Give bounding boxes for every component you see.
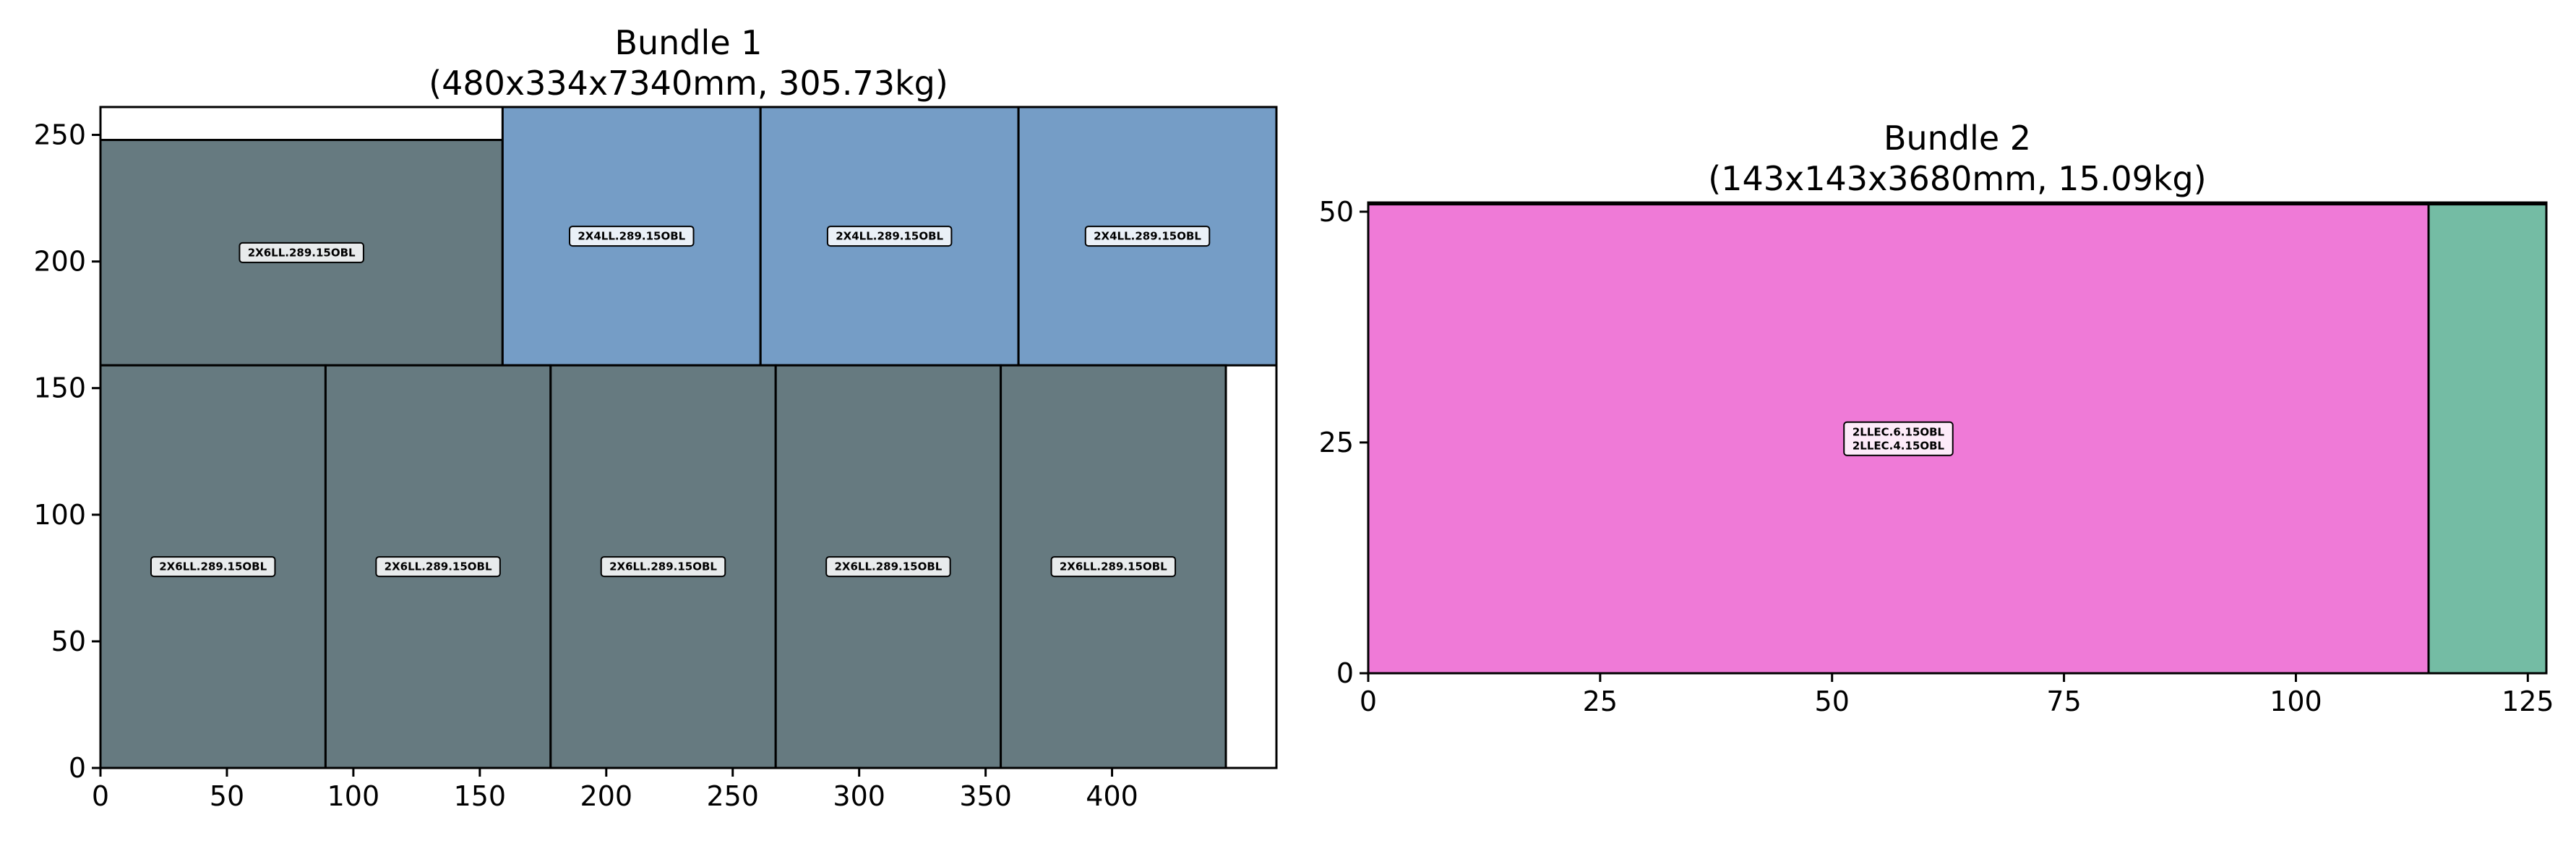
- item-label: 2X6LL.289.15OBL: [609, 560, 717, 573]
- chart-title: Bundle 2: [1884, 119, 2031, 158]
- x-tick-label: 150: [454, 780, 507, 812]
- x-tick-label: 75: [2046, 686, 2081, 717]
- x-tick-label: 0: [1360, 686, 1377, 717]
- y-tick-label: 250: [33, 119, 86, 151]
- x-tick-label: 100: [327, 780, 380, 812]
- chart-subtitle: (480x334x7340mm, 305.73kg): [429, 64, 948, 103]
- item-label: 2X4LL.289.15OBL: [1094, 230, 1201, 243]
- x-tick-label: 25: [1583, 686, 1618, 717]
- item-label: 2X6LL.289.15OBL: [1060, 560, 1167, 573]
- x-tick-label: 400: [1086, 780, 1138, 812]
- item-label: 2X4LL.289.15OBL: [578, 230, 685, 243]
- item-label: 2X4LL.289.15OBL: [836, 230, 943, 243]
- item-label-box: [826, 226, 953, 247]
- y-tick-label: 100: [33, 499, 86, 531]
- packed-item-rect: [2427, 203, 2548, 675]
- x-tick-label: 200: [580, 780, 633, 812]
- chart-1: 2X6LL.289.15OBL 2X4LL.289.15OBL 2X4LL.289.…: [33, 23, 1278, 812]
- x-tick-label: 300: [833, 780, 885, 812]
- x-tick-label: 100: [2270, 686, 2322, 717]
- item-label: 2X6LL.289.15OBL: [834, 560, 942, 573]
- item-label-box: [375, 556, 501, 578]
- y-tick-label: 150: [33, 372, 86, 404]
- y-tick-label: 0: [69, 752, 86, 784]
- y-tick-label: 50: [51, 626, 86, 657]
- item-label: 2X6LL.289.15OBL: [159, 560, 267, 573]
- item-label-box: [1050, 556, 1177, 578]
- x-tick-label: 50: [210, 780, 244, 812]
- x-tick-label: 0: [92, 780, 109, 812]
- chart-title: Bundle 1: [614, 23, 762, 62]
- item-label-box: [569, 226, 695, 247]
- item-label-box: [1843, 421, 1954, 456]
- axes-frame: [99, 106, 1278, 769]
- item-label: 2X6LL.289.15OBL: [248, 246, 356, 259]
- axes-frame: [1367, 201, 2548, 675]
- y-tick-label: 0: [1336, 657, 1354, 689]
- item-label-box: [150, 556, 276, 578]
- item-label: 2LLEC.4.15OBL: [1852, 439, 1945, 452]
- y-tick-label: 25: [1319, 427, 1354, 458]
- y-tick-label: 200: [33, 246, 86, 278]
- item-label-box: [600, 556, 726, 578]
- x-tick-label: 125: [2502, 686, 2554, 717]
- item-label-box: [825, 556, 951, 578]
- item-label: 2X6LL.289.15OBL: [385, 560, 492, 573]
- item-label-box: [239, 242, 364, 263]
- item-label: 2LLEC.6.15OBL: [1852, 425, 1945, 438]
- x-tick-label: 350: [959, 780, 1012, 812]
- y-tick-label: 50: [1319, 196, 1354, 228]
- x-tick-label: 50: [1815, 686, 1850, 717]
- chart-subtitle: (143x143x3680mm, 15.09kg): [1708, 159, 2206, 198]
- x-tick-label: 250: [706, 780, 759, 812]
- item-label-box: [1084, 226, 1211, 247]
